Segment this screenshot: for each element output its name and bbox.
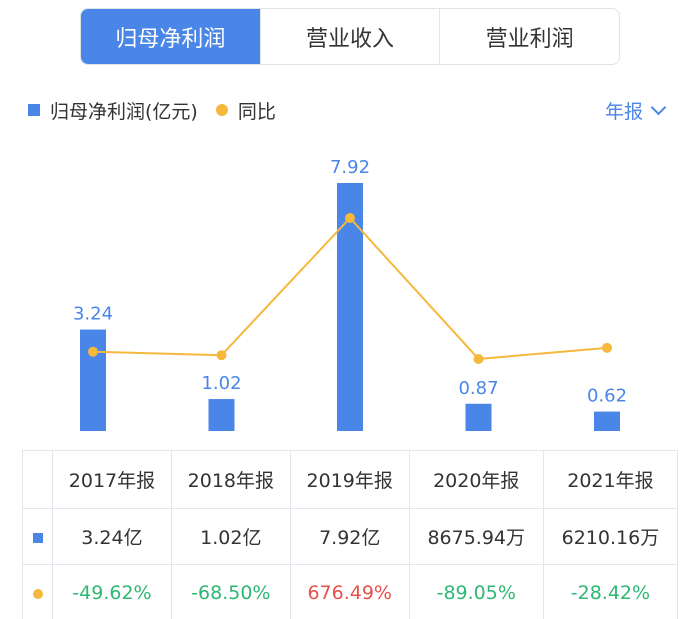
yoy-point-2017年报[interactable]: [88, 346, 98, 357]
bar-value-label: 1.02: [201, 373, 241, 394]
data-table: 2017年报 2018年报 2019年报 2020年报 2021年报 3.24亿…: [22, 450, 679, 619]
bar-legend-swatch: [28, 104, 40, 116]
yoy-point-2020年报[interactable]: [473, 353, 484, 364]
table-header: 2019年报: [289, 450, 410, 509]
bar-legend-label: 归母净利润(亿元): [50, 100, 198, 123]
line-legend-label: 同比: [237, 100, 276, 123]
profit-row-marker: [22, 508, 53, 565]
bar-value-label: 7.92: [330, 157, 370, 178]
chevron-down-icon: [650, 99, 667, 115]
table-cell: 3.24亿: [52, 508, 172, 565]
bar-2021年报[interactable]: [594, 411, 620, 431]
table-row-profit: 3.24亿 1.02亿 7.92亿 8675.94万 6210.16万: [22, 508, 679, 565]
bar-2019年报[interactable]: [337, 183, 363, 431]
table-cell: 1.02亿: [170, 508, 291, 565]
yoy-point-2019年报[interactable]: [345, 213, 355, 223]
bar-2018年报[interactable]: [208, 399, 235, 431]
table-cell: -89.05%: [408, 564, 544, 619]
table-cell: 7.92亿: [289, 508, 410, 565]
line-marker-icon: [32, 588, 43, 599]
table-cell: 8675.94万: [408, 508, 544, 565]
line-legend-swatch: [215, 104, 228, 116]
tab-operating-profit[interactable]: 营业利润: [439, 9, 619, 64]
yoy-point-2018年报[interactable]: [216, 350, 227, 361]
table-header: 2018年报: [170, 450, 291, 509]
table-header: 2017年报: [52, 450, 172, 509]
period-label: 年报: [604, 100, 643, 123]
table-header-row: 2017年报 2018年报 2019年报 2020年报 2021年报: [22, 450, 679, 509]
table-cell: -28.42%: [542, 564, 679, 619]
bar-marker-icon: [32, 532, 43, 543]
table-cell: -49.62%: [52, 564, 172, 619]
bar-value-label: 0.87: [458, 378, 498, 399]
table-cell: 6210.16万: [542, 508, 679, 565]
yoy-row-marker: [22, 564, 53, 619]
table-corner: [22, 450, 53, 509]
yoy-point-2021年报[interactable]: [602, 342, 612, 353]
tab-revenue[interactable]: 营业收入: [259, 9, 440, 64]
bar-2020年报[interactable]: [465, 403, 492, 431]
table-header: 2021年报: [542, 450, 679, 509]
bar-2017年报[interactable]: [80, 329, 106, 431]
table-row-yoy: -49.62% -68.50% 676.49% -89.05% -28.42%: [22, 564, 679, 619]
table-cell: -68.50%: [170, 564, 291, 619]
tab-net-profit[interactable]: 归母净利润: [81, 9, 260, 64]
table-header: 2020年报: [408, 450, 544, 509]
table-cell: 676.49%: [289, 564, 410, 619]
profit-chart: 3.24 1.02 7.92 0.87 0.62: [73, 157, 627, 431]
chart-legend: 归母净利润(亿元) 同比: [28, 96, 276, 124]
bar-value-label: 3.24: [73, 304, 113, 325]
metric-tabs: 归母净利润 营业收入 营业利润: [80, 8, 620, 65]
bar-value-label: 0.62: [587, 386, 627, 407]
period-selector[interactable]: 年报: [604, 96, 667, 124]
